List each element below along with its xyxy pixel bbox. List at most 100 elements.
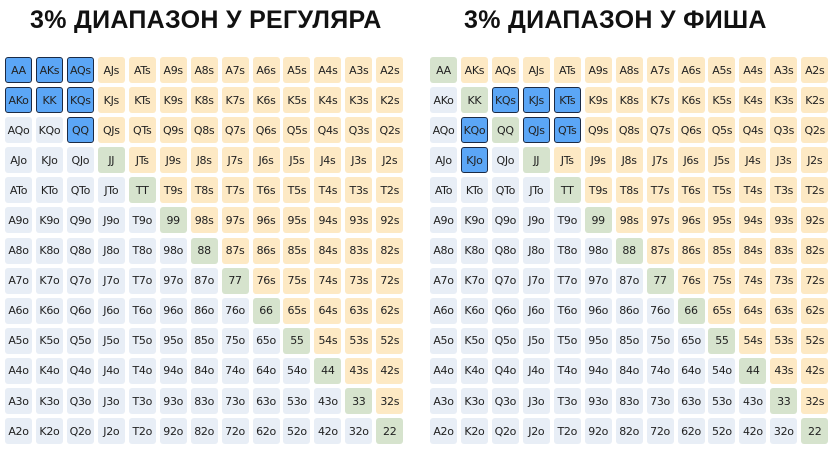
hand-cell-J4s[interactable]: J4s (314, 147, 342, 174)
hand-cell-Q3s[interactable]: Q3s (770, 117, 798, 144)
hand-cell-65s[interactable]: 65s (283, 297, 311, 324)
hand-cell-T8s[interactable]: T8s (190, 177, 218, 204)
hand-cell-94o[interactable]: 94o (159, 357, 187, 384)
hand-cell-J5o[interactable]: J5o (522, 327, 550, 354)
hand-cell-88[interactable]: 88 (190, 237, 218, 264)
hand-cell-A6s[interactable]: A6s (677, 57, 705, 83)
hand-cell-J9s[interactable]: J9s (584, 147, 612, 174)
hand-cell-87s[interactable]: 87s (646, 237, 674, 264)
hand-cell-K7s[interactable]: K7s (646, 87, 674, 114)
hand-cell-A7s[interactable]: A7s (221, 57, 249, 83)
hand-cell-T9o[interactable]: T9o (128, 207, 156, 234)
hand-cell-JJ[interactable]: JJ (97, 147, 125, 174)
hand-cell-A6s[interactable]: A6s (252, 57, 280, 83)
hand-cell-A7o[interactable]: A7o (430, 267, 457, 294)
hand-cell-73s[interactable]: 73s (345, 267, 373, 294)
hand-cell-K2o[interactable]: K2o (35, 418, 63, 445)
hand-cell-TT[interactable]: TT (128, 177, 156, 204)
hand-cell-Q7o[interactable]: Q7o (491, 267, 519, 294)
hand-cell-82s[interactable]: 82s (801, 237, 829, 264)
hand-cell-82o[interactable]: 82o (190, 418, 218, 445)
hand-cell-83s[interactable]: 83s (345, 237, 373, 264)
hand-cell-J5o[interactable]: J5o (97, 327, 125, 354)
hand-cell-Q7o[interactable]: Q7o (66, 267, 94, 294)
hand-cell-74o[interactable]: 74o (646, 357, 674, 384)
hand-cell-AJs[interactable]: AJs (97, 57, 125, 83)
hand-cell-A3o[interactable]: A3o (430, 388, 457, 415)
hand-cell-QTs[interactable]: QTs (128, 117, 156, 144)
hand-cell-AKo[interactable]: AKo (430, 87, 457, 114)
hand-cell-92s[interactable]: 92s (376, 207, 404, 234)
hand-cell-Q5s[interactable]: Q5s (708, 117, 736, 144)
hand-cell-K8o[interactable]: K8o (35, 237, 63, 264)
hand-cell-52o[interactable]: 52o (708, 418, 736, 445)
hand-cell-Q8s[interactable]: Q8s (615, 117, 643, 144)
hand-cell-86o[interactable]: 86o (190, 297, 218, 324)
hand-cell-42s[interactable]: 42s (376, 357, 404, 384)
hand-cell-85s[interactable]: 85s (283, 237, 311, 264)
hand-cell-J4o[interactable]: J4o (97, 357, 125, 384)
hand-cell-QJo[interactable]: QJo (66, 147, 94, 174)
hand-cell-T8o[interactable]: T8o (128, 237, 156, 264)
hand-cell-32o[interactable]: 32o (770, 418, 798, 445)
hand-cell-52s[interactable]: 52s (801, 327, 829, 354)
hand-cell-K7s[interactable]: K7s (221, 87, 249, 114)
hand-cell-JTo[interactable]: JTo (522, 177, 550, 204)
hand-cell-73o[interactable]: 73o (221, 388, 249, 415)
hand-cell-A3o[interactable]: A3o (5, 388, 32, 415)
hand-cell-43s[interactable]: 43s (770, 357, 798, 384)
hand-cell-A5s[interactable]: A5s (283, 57, 311, 83)
hand-cell-76o[interactable]: 76o (221, 297, 249, 324)
hand-cell-53o[interactable]: 53o (283, 388, 311, 415)
hand-cell-63s[interactable]: 63s (770, 297, 798, 324)
hand-cell-98o[interactable]: 98o (584, 237, 612, 264)
hand-cell-T3s[interactable]: T3s (770, 177, 798, 204)
hand-cell-J6s[interactable]: J6s (252, 147, 280, 174)
hand-cell-ATo[interactable]: ATo (430, 177, 457, 204)
hand-cell-54s[interactable]: 54s (739, 327, 767, 354)
hand-cell-J2s[interactable]: J2s (376, 147, 404, 174)
hand-cell-QJs[interactable]: QJs (97, 117, 125, 144)
hand-cell-87o[interactable]: 87o (615, 267, 643, 294)
hand-cell-42o[interactable]: 42o (314, 418, 342, 445)
hand-cell-64o[interactable]: 64o (252, 357, 280, 384)
hand-cell-J7s[interactable]: J7s (646, 147, 674, 174)
hand-cell-A7s[interactable]: A7s (646, 57, 674, 83)
hand-cell-K8s[interactable]: K8s (615, 87, 643, 114)
hand-cell-QJs[interactable]: QJs (522, 117, 550, 144)
hand-cell-88[interactable]: 88 (615, 237, 643, 264)
hand-cell-T5o[interactable]: T5o (553, 327, 581, 354)
hand-cell-97o[interactable]: 97o (159, 267, 187, 294)
hand-cell-Q2s[interactable]: Q2s (376, 117, 404, 144)
hand-cell-53o[interactable]: 53o (708, 388, 736, 415)
hand-cell-J5s[interactable]: J5s (283, 147, 311, 174)
hand-cell-66[interactable]: 66 (252, 297, 280, 324)
hand-cell-52s[interactable]: 52s (376, 327, 404, 354)
hand-cell-T4s[interactable]: T4s (314, 177, 342, 204)
hand-cell-32s[interactable]: 32s (801, 388, 829, 415)
hand-cell-KQs[interactable]: KQs (491, 87, 519, 114)
hand-cell-A9s[interactable]: A9s (584, 57, 612, 83)
hand-cell-T5s[interactable]: T5s (283, 177, 311, 204)
hand-cell-AQo[interactable]: AQo (430, 117, 457, 144)
hand-cell-T9s[interactable]: T9s (159, 177, 187, 204)
hand-cell-T8o[interactable]: T8o (553, 237, 581, 264)
hand-cell-Q4o[interactable]: Q4o (66, 357, 94, 384)
hand-cell-ATs[interactable]: ATs (553, 57, 581, 83)
hand-cell-AKs[interactable]: AKs (460, 57, 488, 83)
hand-cell-A3s[interactable]: A3s (345, 57, 373, 83)
hand-cell-22[interactable]: 22 (801, 418, 829, 445)
hand-cell-84s[interactable]: 84s (739, 237, 767, 264)
hand-cell-A8s[interactable]: A8s (615, 57, 643, 83)
hand-cell-KK[interactable]: KK (460, 87, 488, 114)
hand-cell-K3o[interactable]: K3o (460, 388, 488, 415)
hand-cell-95o[interactable]: 95o (584, 327, 612, 354)
hand-cell-A9o[interactable]: A9o (5, 207, 32, 234)
hand-cell-QQ[interactable]: QQ (491, 117, 519, 144)
hand-cell-75o[interactable]: 75o (221, 327, 249, 354)
hand-cell-K2s[interactable]: K2s (376, 87, 404, 114)
hand-cell-K9s[interactable]: K9s (584, 87, 612, 114)
hand-cell-53s[interactable]: 53s (345, 327, 373, 354)
hand-cell-ATs[interactable]: ATs (128, 57, 156, 83)
hand-cell-T5o[interactable]: T5o (128, 327, 156, 354)
